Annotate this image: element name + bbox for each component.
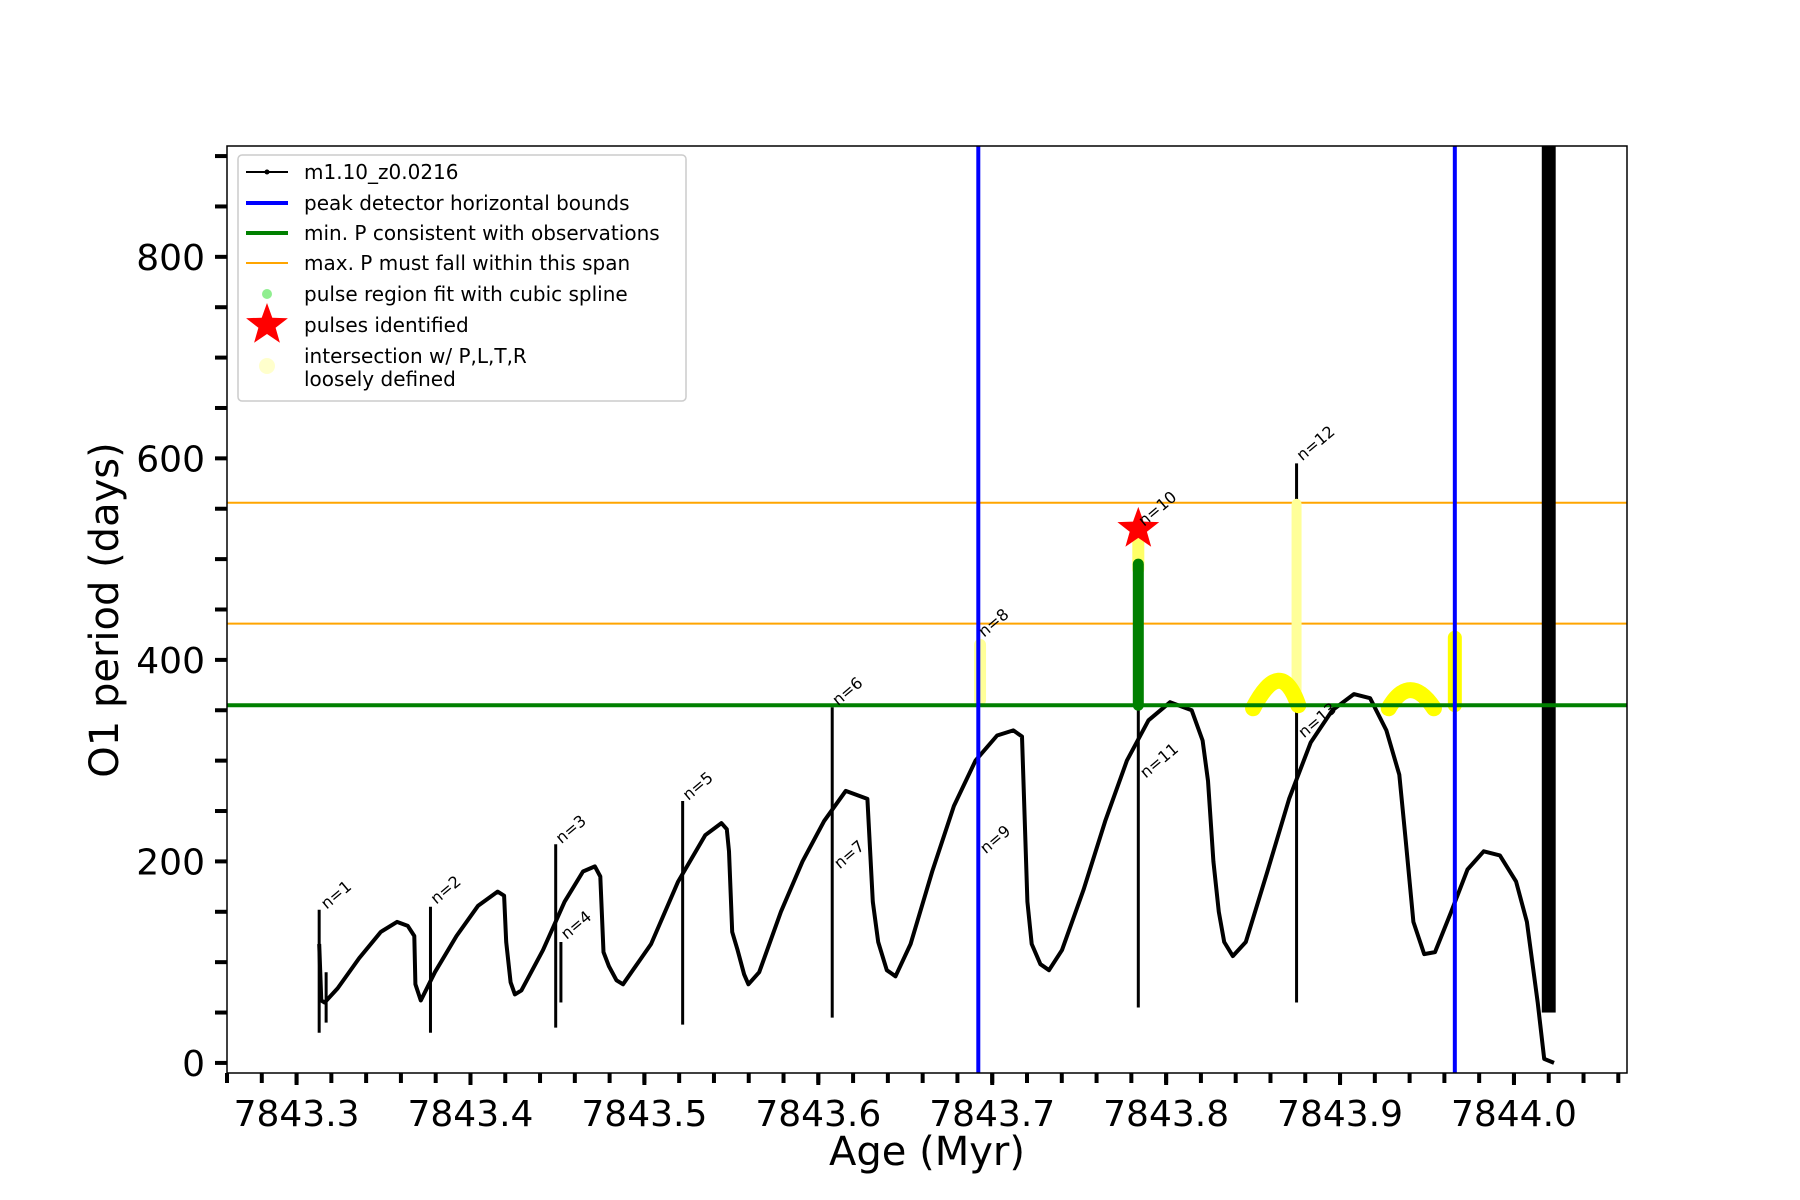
pulse-label: n=7: [830, 836, 868, 872]
y-axis-title: O1 period (days): [82, 442, 128, 777]
legend-entry-7-label: intersection w/ P,L,T,R: [304, 344, 527, 368]
x-tick-label: 7843.8: [1103, 1094, 1229, 1135]
pulse-label: n=12: [1293, 422, 1339, 465]
x-tick-label: 7844.0: [1451, 1094, 1577, 1135]
period-curve: [317, 692, 1555, 1065]
x-tick-label: 7843.3: [234, 1094, 360, 1135]
x-tick-label: 7843.6: [755, 1094, 881, 1135]
pulse-label: n=3: [552, 811, 590, 847]
plot-area: [227, 146, 1627, 1073]
legend-entry-4-label: max. P must fall within this span: [304, 251, 630, 275]
y-tick-label: 400: [136, 641, 205, 682]
x-tick-label: 7843.7: [929, 1094, 1055, 1135]
legend-entry-6-swatch: [246, 303, 288, 343]
pulse-label: n=5: [679, 768, 717, 804]
legend-box: [237, 154, 687, 402]
y-tick-label: 200: [136, 842, 205, 883]
chart-axes: 7843.3 7843.4 7843.5 7843.6 7843.7 7843.8 7843…: [136, 145, 1628, 1135]
x-axis-title: Age (Myr): [829, 1129, 1025, 1175]
final-oscillation-band: [1541, 146, 1556, 1013]
y-tick-label: 600: [136, 439, 205, 480]
pulse-label: n=11: [1136, 739, 1182, 782]
x-tick-label: 7843.9: [1277, 1094, 1403, 1135]
y-tick-label: 800: [136, 238, 205, 279]
legend-entry-5-label: pulse region fit with cubic spline: [304, 282, 628, 306]
legend-entry-3-label: min. P consistent with observations: [304, 221, 660, 245]
legend-entry-1-label: m1.10_z0.0216: [304, 160, 459, 184]
legend-entry-6-label: pulses identified: [304, 313, 469, 337]
pulse-label: n=1: [317, 877, 355, 913]
pulse-label: n=9: [976, 821, 1014, 857]
intersection-arc-2: [1380, 682, 1442, 717]
legend-entry-7-label-line2: loosely defined: [304, 367, 456, 391]
x-tick-label: 7843.5: [581, 1094, 707, 1135]
y-tick-label: 0: [182, 1044, 205, 1085]
legend-entry-5-swatch: [262, 289, 272, 299]
intersection-arc-1: [1245, 672, 1307, 717]
pulse-label: n=4: [557, 907, 595, 943]
legend-entry-7-swatch: [259, 358, 275, 374]
pulse-identified-star-1: [1117, 506, 1160, 547]
legend-entry-2-label: peak detector horizontal bounds: [304, 191, 630, 215]
legend-entry-1-marker: [264, 169, 270, 175]
pulse-label: n=2: [427, 872, 465, 908]
x-tick-label: 7843.4: [407, 1094, 533, 1135]
